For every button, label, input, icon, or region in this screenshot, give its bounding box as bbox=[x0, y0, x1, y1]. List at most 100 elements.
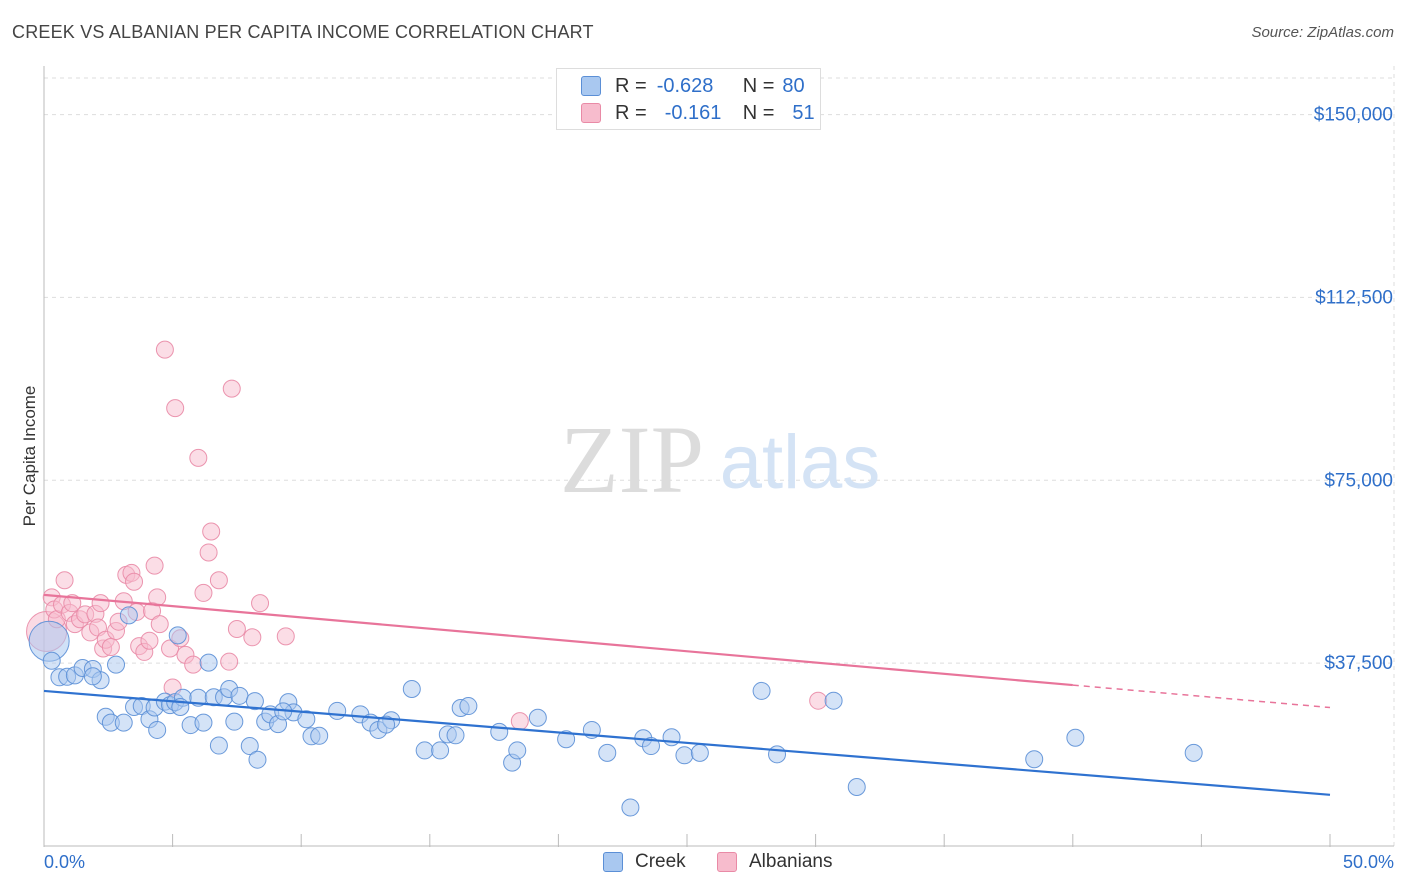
creek-point-56 bbox=[459, 697, 478, 716]
source-label: Source: ZipAtlas.com bbox=[1251, 24, 1394, 41]
albanians-r-value: -0.161 bbox=[664, 101, 722, 124]
creek-point-32 bbox=[225, 712, 244, 731]
creek-r-label: R = bbox=[615, 74, 647, 97]
creek-point-22 bbox=[168, 626, 187, 645]
albanians-point-42 bbox=[202, 522, 221, 541]
creek-legend-label: Creek bbox=[635, 851, 686, 872]
albanians-points bbox=[26, 340, 828, 731]
chart-title: CREEK VS ALBANIAN PER CAPITA INCOME CORR… bbox=[12, 22, 594, 42]
watermark: ZIP atlas bbox=[560, 406, 880, 513]
creek-point-42 bbox=[297, 710, 316, 729]
legend-item-albanians[interactable]: Albanians bbox=[717, 851, 832, 873]
albanians-point-31 bbox=[150, 615, 169, 634]
creek-point-59 bbox=[508, 741, 527, 760]
creek-legend-swatch bbox=[603, 852, 623, 872]
albanians-point-51 bbox=[809, 691, 828, 710]
x-tick-max: 50.0% bbox=[1342, 852, 1394, 872]
creek-point-74 bbox=[1025, 750, 1044, 769]
creek-point-61 bbox=[557, 730, 576, 749]
creek-trend-line bbox=[43, 689, 1331, 796]
creek-point-67 bbox=[662, 728, 681, 747]
albanians-point-45 bbox=[222, 379, 241, 398]
creek-point-71 bbox=[768, 745, 787, 764]
creek-point-52 bbox=[431, 741, 450, 760]
creek-point-26 bbox=[194, 713, 213, 732]
albanians-point-44 bbox=[220, 652, 239, 671]
albanians-point-47 bbox=[243, 628, 262, 647]
albanians-point-39 bbox=[189, 448, 208, 467]
stats-legend: R = -0.628 N = 80 R = -0.161 N = 51 bbox=[556, 68, 821, 130]
albanians-point-49 bbox=[276, 627, 295, 646]
albanians-swatch bbox=[581, 103, 601, 123]
albanians-trend-extension bbox=[1072, 684, 1331, 709]
creek-point-35 bbox=[245, 692, 264, 711]
creek-point-29 bbox=[209, 736, 228, 755]
creek-point-54 bbox=[446, 726, 465, 745]
watermark-zip: ZIP bbox=[560, 406, 704, 513]
trend-lines bbox=[43, 593, 1331, 796]
creek-n-value: 80 bbox=[782, 74, 805, 97]
albanians-point-14 bbox=[91, 594, 110, 613]
creek-point-8 bbox=[107, 655, 126, 674]
creek-point-9 bbox=[119, 606, 138, 625]
creek-point-75 bbox=[1066, 728, 1085, 747]
creek-swatch bbox=[581, 76, 601, 96]
albanians-r-label: R = bbox=[615, 101, 647, 124]
creek-point-66 bbox=[641, 737, 660, 756]
creek-point-69 bbox=[690, 743, 709, 762]
creek-point-51 bbox=[415, 741, 434, 760]
albanians-point-48 bbox=[251, 594, 270, 613]
creek-point-73 bbox=[847, 777, 866, 796]
creek-point-76 bbox=[1184, 743, 1203, 762]
legend-row-creek: R = -0.628 N = 80 bbox=[581, 73, 805, 99]
creek-point-50 bbox=[402, 679, 421, 698]
creek-r-value: -0.628 bbox=[656, 74, 714, 97]
creek-point-10 bbox=[83, 667, 102, 686]
series-legend: Creek Albanians bbox=[0, 851, 1406, 877]
y-tick-label-0: $37,500 bbox=[1324, 653, 1393, 674]
creek-point-18 bbox=[148, 720, 167, 739]
y-tick-label-2: $112,500 bbox=[1315, 287, 1393, 308]
creek-point-70 bbox=[752, 681, 771, 700]
creek-point-1 bbox=[42, 651, 61, 670]
creek-point-60 bbox=[528, 708, 547, 727]
albanians-point-46 bbox=[227, 620, 246, 639]
creek-point-45 bbox=[328, 701, 347, 720]
creek-point-27 bbox=[199, 653, 218, 672]
legend-item-creek[interactable]: Creek bbox=[603, 851, 686, 873]
creek-point-63 bbox=[598, 743, 617, 762]
creek-point-64 bbox=[621, 798, 640, 817]
creek-points bbox=[28, 606, 1203, 817]
albanians-point-7 bbox=[63, 594, 82, 613]
albanians-point-29 bbox=[145, 556, 164, 575]
watermark-atlas: atlas bbox=[720, 420, 881, 505]
y-tick-labels: $37,500 $75,000 $112,500 $150,000 bbox=[1314, 105, 1393, 675]
albanians-point-17 bbox=[101, 638, 120, 657]
albanians-point-32 bbox=[155, 340, 174, 359]
creek-n-label: N = bbox=[742, 74, 775, 97]
albanians-n-label: N = bbox=[742, 101, 775, 124]
albanians-legend-swatch bbox=[717, 852, 737, 872]
albanians-point-43 bbox=[209, 571, 228, 590]
creek-point-34 bbox=[240, 737, 259, 756]
albanians-point-5 bbox=[55, 571, 74, 590]
creek-point-13 bbox=[114, 713, 133, 732]
albanians-legend-label: Albanians bbox=[749, 851, 833, 872]
creek-point-57 bbox=[490, 722, 509, 741]
albanians-point-41 bbox=[199, 543, 218, 562]
albanians-point-40 bbox=[194, 583, 213, 602]
creek-point-44 bbox=[310, 726, 329, 745]
albanians-point-23 bbox=[125, 572, 144, 591]
creek-point-79 bbox=[377, 715, 396, 734]
creek-point-33 bbox=[230, 686, 249, 705]
y-tick-label-3: $150,000 bbox=[1314, 105, 1393, 126]
y-tick-label-1: $75,000 bbox=[1324, 470, 1393, 491]
legend-row-albanians: R = -0.161 N = 51 bbox=[581, 100, 815, 126]
albanians-point-50 bbox=[510, 712, 529, 731]
albanians-n-value: 51 bbox=[792, 101, 815, 124]
creek-point-68 bbox=[675, 746, 694, 765]
creek-point-36 bbox=[248, 750, 267, 769]
albanians-point-38 bbox=[184, 655, 203, 674]
albanians-point-35 bbox=[166, 399, 185, 418]
creek-point-72 bbox=[824, 691, 843, 710]
